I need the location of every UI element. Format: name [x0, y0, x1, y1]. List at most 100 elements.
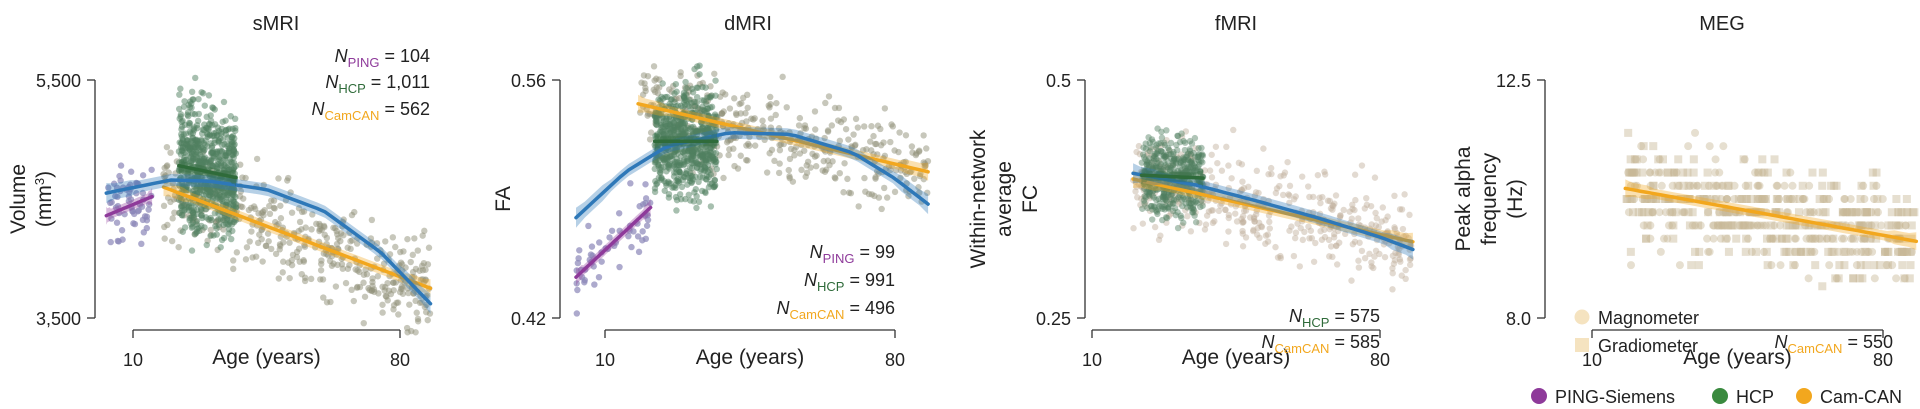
meg-point: [1624, 128, 1633, 137]
smri-point: [161, 235, 168, 242]
dmri-point: [625, 232, 632, 240]
fmri-point: [1176, 138, 1184, 146]
fmri-point: [1169, 190, 1176, 198]
fmri-point: [1191, 168, 1198, 175]
meg-point: [1895, 221, 1904, 230]
fmri-point: [1153, 142, 1160, 149]
dmri-point: [672, 193, 680, 201]
dmri-point: [707, 203, 715, 210]
meg-point: [1704, 208, 1713, 217]
meg-point: [1791, 221, 1800, 230]
meg-point: [1704, 208, 1713, 217]
dmri-point: [915, 184, 922, 191]
meg-point: [1855, 221, 1864, 230]
fmri-point: [1262, 232, 1270, 239]
fmri-point: [1197, 168, 1204, 175]
meg-point: [1713, 221, 1722, 230]
fmri-point: [1133, 183, 1140, 191]
fmri-point: [1164, 163, 1171, 171]
fmri-point: [1187, 196, 1194, 203]
smri-point: [219, 136, 227, 144]
meg-point: [1819, 195, 1828, 203]
smri-point: [148, 166, 155, 173]
meg-point: [1757, 195, 1766, 203]
meg-point: [1730, 208, 1739, 217]
dmri-point: [803, 169, 811, 177]
meg-point: [1783, 195, 1792, 203]
dmri-point: [738, 99, 745, 107]
fmri-point: [1358, 162, 1366, 169]
meg-ytick-label-bottom: 8.0: [1506, 309, 1531, 329]
meg-point: [1762, 195, 1771, 203]
fmri-point: [1238, 161, 1246, 168]
smri-point: [406, 301, 413, 308]
meg-point: [1786, 168, 1795, 177]
dmri-point: [821, 134, 828, 142]
fmri-point: [1190, 206, 1198, 214]
meg-point: [1727, 221, 1736, 230]
meg-point: [1736, 195, 1745, 203]
smri-point: [207, 232, 214, 239]
smri-xlabel: Age (years): [212, 346, 321, 369]
fmri-point: [1178, 130, 1185, 137]
fmri-point: [1196, 219, 1203, 227]
meg-point: [1663, 234, 1672, 243]
smri-point: [298, 270, 305, 278]
smri-point: [403, 324, 411, 332]
meg-point: [1699, 195, 1708, 203]
smri-point: [202, 159, 210, 166]
smri-point: [110, 180, 118, 187]
dmri-point: [653, 131, 661, 138]
dmri-point: [786, 155, 794, 163]
fmri-point: [1147, 144, 1154, 151]
fmri-point: [1157, 163, 1164, 171]
dmri-point: [840, 116, 848, 123]
fmri-point: [1192, 166, 1199, 174]
meg-point: [1699, 195, 1708, 203]
smri-point: [229, 205, 237, 213]
meg-point: [1862, 247, 1871, 256]
fmri-point: [1179, 169, 1186, 177]
fmri-point: [1372, 222, 1380, 229]
meg-point: [1723, 234, 1732, 243]
fit-layer: [104, 94, 1919, 314]
fmri-point: [1279, 191, 1287, 199]
meg-point: [1648, 208, 1657, 217]
smri-point: [384, 297, 391, 304]
fmri-point: [1290, 196, 1298, 203]
meg-point: [1692, 181, 1701, 190]
fmri-point: [1167, 162, 1174, 170]
smri-point: [190, 212, 197, 219]
meg-point: [1767, 234, 1776, 243]
fmri-point: [1361, 205, 1369, 212]
fmri-point: [1146, 155, 1153, 162]
fmri-point: [1181, 146, 1189, 154]
dmri-point: [693, 99, 700, 106]
meg-point: [1659, 234, 1668, 243]
smri-point: [262, 242, 270, 250]
smri-ylabel-line-0: Volume: [7, 164, 30, 234]
fmri-point: [1325, 236, 1333, 244]
smri-point: [425, 244, 433, 251]
fmri-point: [1310, 209, 1317, 216]
fmri-point: [1326, 197, 1334, 205]
fmri-point: [1150, 194, 1157, 201]
meg-marker-legend-circle: [1574, 309, 1590, 325]
fmri-point: [1222, 240, 1230, 248]
fmri-point: [1191, 153, 1199, 161]
fmri-point: [1230, 126, 1237, 134]
dmri-point: [684, 124, 691, 132]
fmri-point: [1368, 221, 1375, 228]
meg-point: [1709, 221, 1718, 230]
dmri-point: [768, 146, 776, 154]
meg-point: [1910, 208, 1919, 217]
smri-point: [270, 197, 278, 204]
fmri-point: [1340, 206, 1347, 214]
fmri-point: [1170, 200, 1177, 207]
meg-point: [1840, 195, 1849, 203]
fmri-point: [1329, 206, 1336, 213]
meg-point: [1656, 168, 1665, 177]
meg-point: [1753, 221, 1762, 230]
fmri-point: [1239, 219, 1246, 226]
fmri-point: [1152, 186, 1159, 193]
